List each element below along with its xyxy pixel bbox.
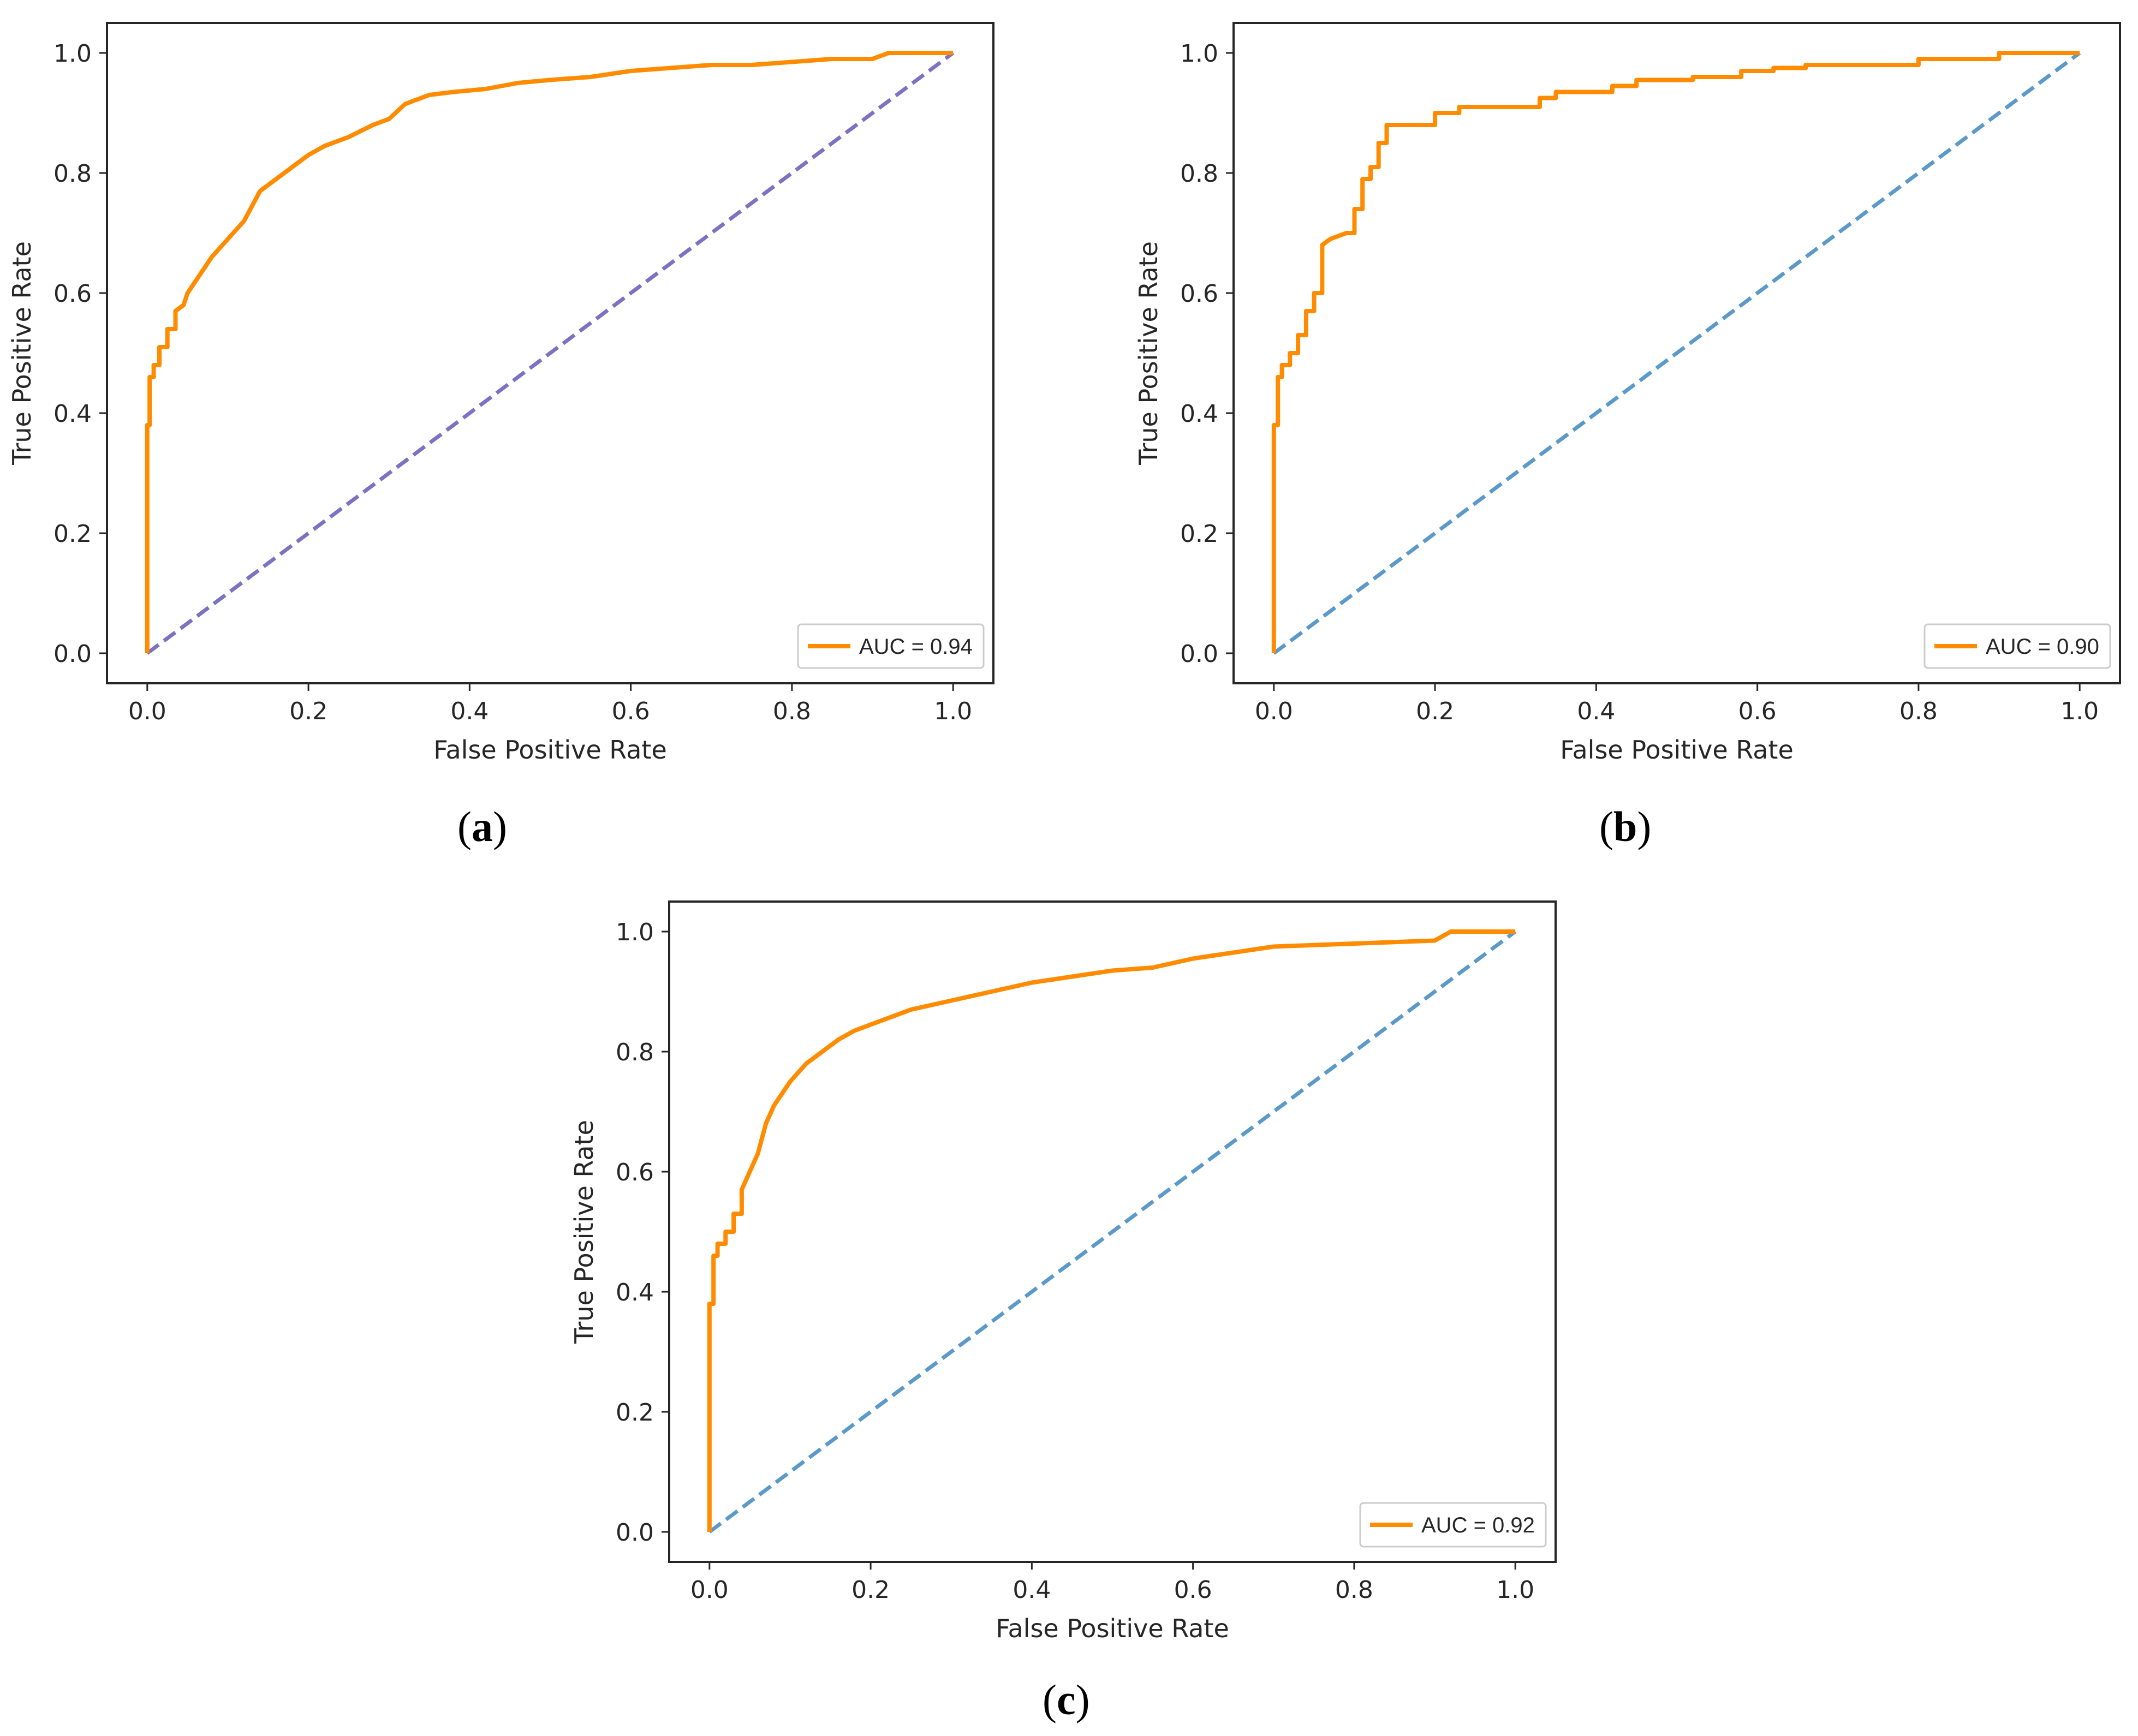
legend-label: AUC = 0.94 bbox=[859, 635, 973, 659]
x-tick-label: 0.6 bbox=[612, 697, 650, 725]
y-tick-label: 0.6 bbox=[1180, 280, 1218, 308]
x-tick-label: 1.0 bbox=[1496, 1576, 1534, 1604]
y-tick-label: 0.2 bbox=[616, 1399, 654, 1427]
y-axis-label: True Positive Rate bbox=[1134, 241, 1163, 466]
chance-diagonal-line bbox=[1272, 51, 2081, 655]
y-tick-label: 0.6 bbox=[53, 280, 92, 308]
x-tick-label: 1.0 bbox=[2060, 697, 2099, 725]
plot-frame bbox=[668, 900, 1557, 1563]
legend: AUC = 0.90 bbox=[1923, 623, 2111, 669]
legend-box bbox=[797, 623, 985, 669]
legend: AUC = 0.94 bbox=[797, 623, 985, 669]
legend-box bbox=[1923, 623, 2111, 669]
y-tick-label: 0.2 bbox=[1180, 520, 1218, 548]
y-tick-label: 1.0 bbox=[1180, 40, 1218, 68]
roc-chart-c: 0.0 0.2 0.4 0.6 0.8 1.0 0.0 0.2 0.4 0.6 0.8 1.0 Fals… bbox=[569, 900, 1557, 1643]
y-tick-label: 0.0 bbox=[616, 1519, 654, 1547]
caption-b: (b) bbox=[1599, 803, 1652, 850]
y-axis-label: True Positive Rate bbox=[7, 241, 37, 466]
legend-box bbox=[1359, 1502, 1547, 1548]
y-tick-label: 0.8 bbox=[53, 160, 92, 188]
chance-diagonal-line bbox=[146, 51, 955, 655]
x-tick-label: 0.4 bbox=[1577, 697, 1615, 725]
x-tick-label: 0.6 bbox=[1738, 697, 1777, 725]
x-tick-label: 0.0 bbox=[690, 1576, 729, 1604]
legend-label: AUC = 0.92 bbox=[1421, 1513, 1535, 1537]
y-axis-label: True Positive Rate bbox=[569, 1120, 599, 1344]
chance-diagonal-line bbox=[708, 930, 1517, 1534]
caption-c: (c) bbox=[1043, 1676, 1090, 1723]
x-axis-label: False Positive Rate bbox=[433, 735, 667, 765]
x-axis-label: False Positive Rate bbox=[1560, 735, 1794, 765]
x-tick-label: 0.0 bbox=[128, 697, 166, 725]
y-tick-label: 0.0 bbox=[1180, 640, 1218, 668]
y-tick-label: 0.8 bbox=[1180, 160, 1218, 188]
x-tick-label: 0.2 bbox=[289, 697, 327, 725]
y-tick-label: 0.6 bbox=[616, 1159, 654, 1186]
roc-chart-b: 0.0 0.2 0.4 0.6 0.8 1.0 0.0 0.2 0.4 0.6 0.8 1.0 Fals… bbox=[1134, 22, 2121, 765]
x-tick-label: 1.0 bbox=[934, 697, 972, 725]
x-tick-label: 0.8 bbox=[1335, 1576, 1373, 1604]
roc-curve-line bbox=[1271, 51, 2080, 653]
y-tick-label: 0.8 bbox=[616, 1039, 654, 1066]
x-tick-label: 0.8 bbox=[1899, 697, 1938, 725]
y-tick-label: 0.2 bbox=[53, 520, 92, 548]
legend: AUC = 0.92 bbox=[1359, 1502, 1547, 1548]
x-tick-label: 0.2 bbox=[1416, 697, 1454, 725]
plot-frame bbox=[1232, 22, 2121, 684]
x-tick-label: 0.2 bbox=[851, 1576, 890, 1604]
roc-curve-line bbox=[145, 51, 954, 653]
y-tick-label: 0.4 bbox=[616, 1279, 654, 1307]
y-tick-label: 0.4 bbox=[1180, 400, 1218, 428]
roc-chart-a: 0.0 0.2 0.4 0.6 0.8 1.0 0.0 0.2 0.4 0.6 0.8 1.0 Fals… bbox=[7, 22, 994, 765]
plot-frame bbox=[106, 22, 994, 684]
y-tick-label: 0.0 bbox=[53, 640, 92, 668]
x-tick-label: 0.0 bbox=[1255, 697, 1293, 725]
x-tick-label: 0.4 bbox=[450, 697, 489, 725]
y-tick-label: 1.0 bbox=[616, 918, 654, 946]
x-tick-label: 0.6 bbox=[1174, 1576, 1212, 1604]
y-tick-label: 0.4 bbox=[53, 400, 92, 428]
legend-label: AUC = 0.90 bbox=[1986, 635, 2099, 659]
roc-curve-line bbox=[707, 929, 1516, 1532]
y-tick-label: 1.0 bbox=[53, 40, 92, 68]
x-tick-label: 0.4 bbox=[1013, 1576, 1051, 1604]
x-axis-label: False Positive Rate bbox=[996, 1614, 1229, 1643]
x-tick-label: 0.8 bbox=[773, 697, 811, 725]
caption-a: (a) bbox=[457, 803, 507, 850]
